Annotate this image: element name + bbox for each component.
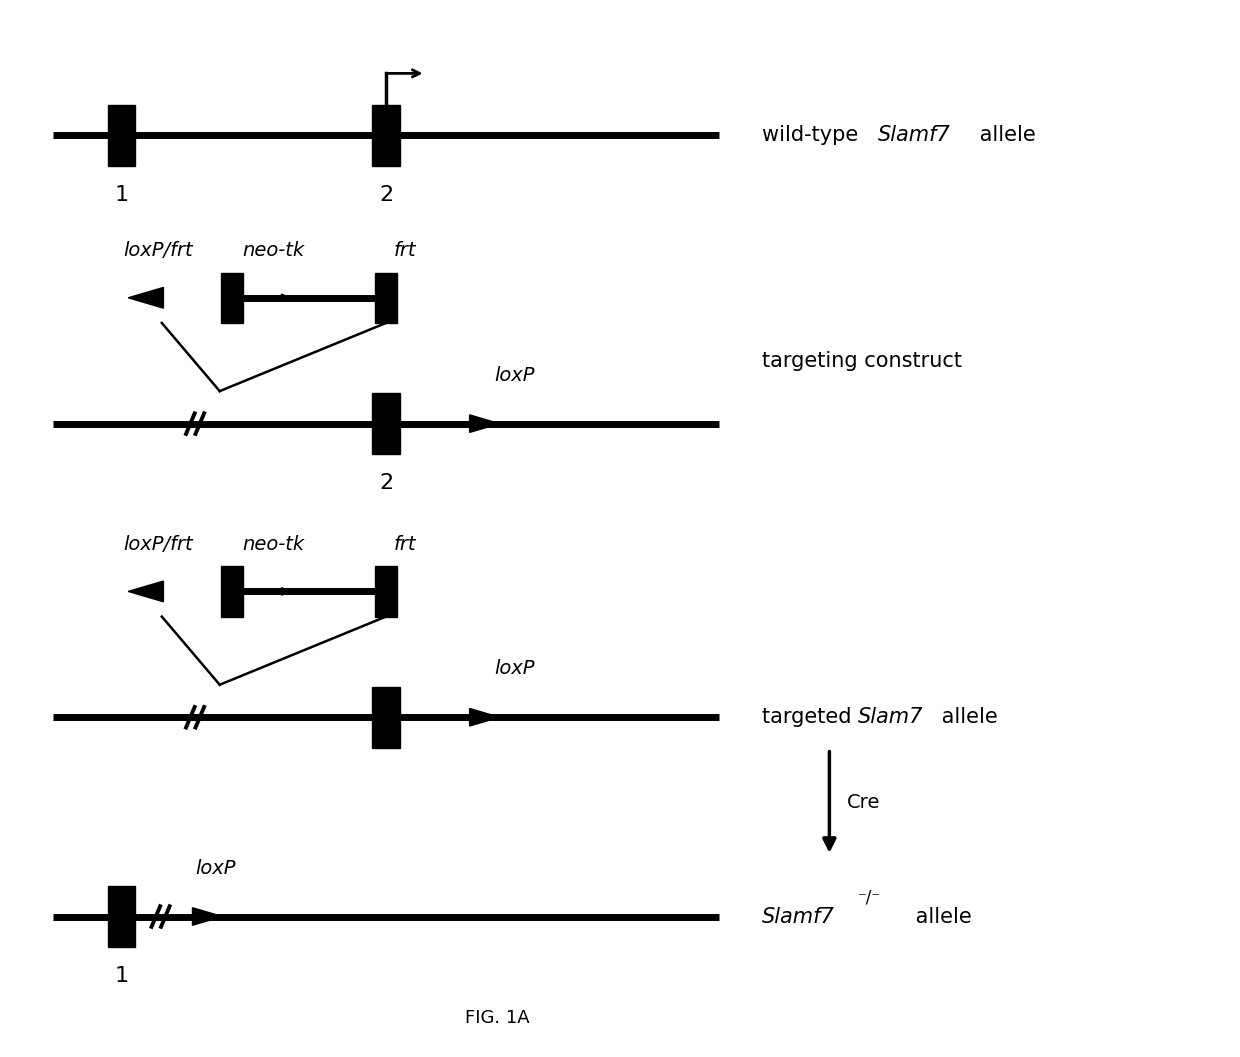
Text: allele: allele bbox=[935, 707, 998, 727]
Text: Slamf7: Slamf7 bbox=[761, 907, 835, 927]
Text: targeted: targeted bbox=[761, 707, 858, 727]
Text: loxP: loxP bbox=[495, 660, 534, 679]
Polygon shape bbox=[470, 708, 500, 726]
Text: 2: 2 bbox=[379, 185, 393, 205]
Bar bbox=[108, 105, 135, 166]
Text: loxP: loxP bbox=[195, 858, 236, 877]
Polygon shape bbox=[470, 414, 500, 432]
Text: loxP/frt: loxP/frt bbox=[124, 535, 193, 554]
Text: neo-tk: neo-tk bbox=[242, 241, 304, 260]
Polygon shape bbox=[128, 288, 164, 309]
Text: 1: 1 bbox=[114, 966, 128, 986]
Bar bbox=[108, 886, 135, 947]
Text: frt: frt bbox=[393, 535, 415, 554]
Bar bbox=[372, 393, 399, 455]
Bar bbox=[372, 105, 399, 166]
Text: 1: 1 bbox=[114, 185, 128, 205]
Text: targeting construct: targeting construct bbox=[761, 351, 962, 371]
Bar bbox=[221, 567, 243, 616]
Polygon shape bbox=[128, 581, 164, 601]
Text: allele: allele bbox=[973, 125, 1037, 145]
Text: Cre: Cre bbox=[847, 793, 880, 812]
Polygon shape bbox=[192, 908, 222, 925]
Text: Slamf7: Slamf7 bbox=[878, 125, 950, 145]
Bar bbox=[221, 273, 243, 323]
Text: wild-type: wild-type bbox=[761, 125, 864, 145]
Bar bbox=[372, 687, 399, 747]
Text: loxP/frt: loxP/frt bbox=[124, 241, 193, 260]
Text: 2: 2 bbox=[379, 472, 393, 493]
Text: neo-tk: neo-tk bbox=[242, 535, 304, 554]
Text: FIG. 1A: FIG. 1A bbox=[465, 1008, 529, 1026]
Text: loxP: loxP bbox=[495, 366, 534, 385]
Text: allele: allele bbox=[909, 907, 972, 927]
Text: frt: frt bbox=[393, 241, 415, 260]
Text: Slam7: Slam7 bbox=[858, 707, 923, 727]
Text: ⁻/⁻: ⁻/⁻ bbox=[858, 889, 880, 907]
Bar bbox=[374, 567, 397, 616]
Bar bbox=[374, 273, 397, 323]
